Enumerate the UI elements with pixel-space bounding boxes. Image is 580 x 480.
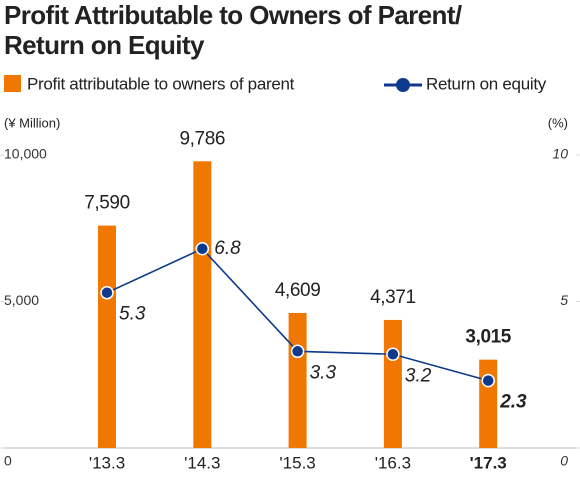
y-tick-label: 5,000 bbox=[4, 292, 39, 308]
chart-title: Profit Attributable to Owners of Parent/ bbox=[4, 0, 462, 30]
y2-tick-label: 0 bbox=[560, 453, 568, 469]
y2-axis-label: (%) bbox=[548, 115, 568, 130]
line-point bbox=[100, 285, 114, 300]
line-point bbox=[481, 373, 495, 388]
bar bbox=[98, 225, 116, 448]
x-tick-label: '15.3 bbox=[279, 453, 315, 472]
y2-tick-label: 10 bbox=[552, 146, 568, 162]
line-value-label: 5.3 bbox=[119, 304, 146, 325]
bar bbox=[383, 319, 402, 448]
x-tick-label: '17.3 bbox=[470, 453, 507, 472]
line-point bbox=[386, 347, 400, 361]
bar-value-label: 9,786 bbox=[180, 128, 226, 149]
legend-swatch bbox=[4, 75, 21, 92]
y2-tick-label: 5 bbox=[560, 292, 568, 308]
bar-value-label: 4,609 bbox=[275, 280, 321, 301]
line-point bbox=[290, 344, 305, 359]
line-value-label: 2.3 bbox=[499, 392, 527, 413]
line-value-label: 3.3 bbox=[310, 362, 337, 383]
bar-value-label: 4,371 bbox=[370, 287, 416, 308]
bar bbox=[193, 161, 212, 448]
line-value-label: 3.2 bbox=[405, 365, 432, 386]
legend-label: Profit attributable to owners of parent bbox=[27, 74, 295, 93]
y-tick-label: 10,000 bbox=[4, 146, 47, 162]
x-tick-label: '14.3 bbox=[184, 453, 220, 472]
bar-value-label: 7,590 bbox=[84, 193, 130, 214]
chart-title: Return on Equity bbox=[4, 30, 205, 60]
bar bbox=[479, 359, 498, 448]
y-tick-label: 0 bbox=[4, 453, 12, 469]
bar bbox=[288, 312, 307, 448]
y-axis-label: (¥ Million) bbox=[4, 115, 60, 130]
line-point bbox=[195, 242, 210, 256]
line-value-label: 6.8 bbox=[214, 238, 241, 259]
bar-value-label: 3,015 bbox=[465, 327, 511, 348]
legend-swatch bbox=[396, 78, 410, 92]
legend-label: Return on equity bbox=[426, 74, 547, 93]
x-tick-label: '13.3 bbox=[89, 453, 125, 472]
x-tick-label: '16.3 bbox=[375, 453, 411, 472]
